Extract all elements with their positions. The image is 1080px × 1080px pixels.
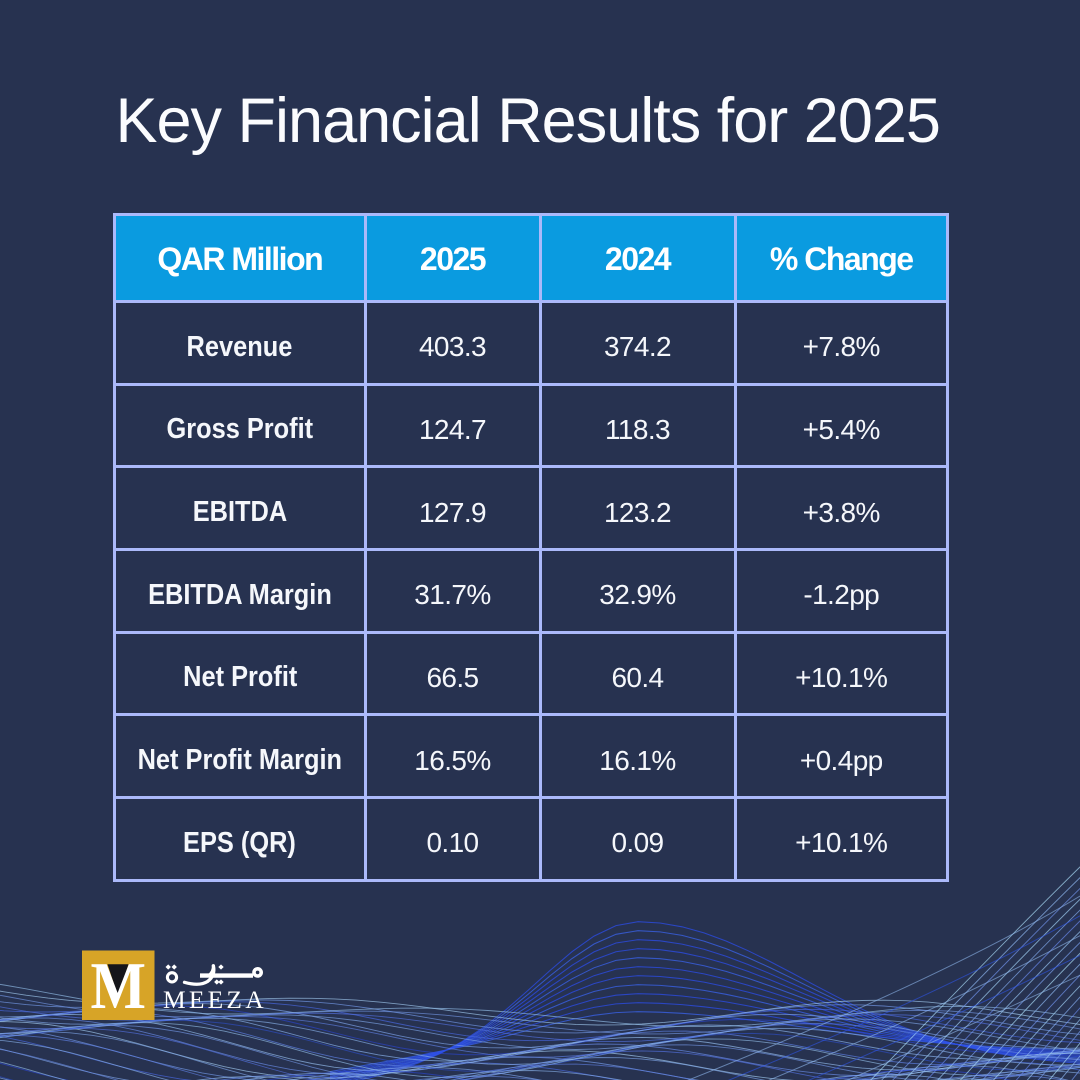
svg-text:MEEZA: MEEZA xyxy=(163,985,267,1014)
svg-text:M: M xyxy=(91,949,147,1023)
